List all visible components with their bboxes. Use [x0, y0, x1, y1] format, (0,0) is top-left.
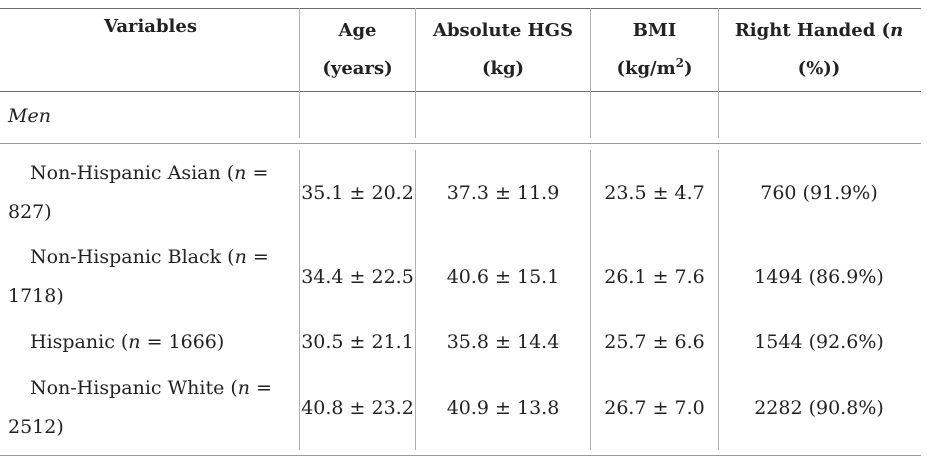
header-bmi-line1: BMI: [632, 20, 677, 41]
row-4-variable-line1: Non-Hispanic White (n =: [8, 369, 293, 408]
row-2-right-handed: 1494 (86.9%): [754, 265, 884, 288]
row-1-variable-line2: 827): [8, 201, 52, 223]
row-1-eq: =: [246, 162, 269, 184]
row-4-variable: Non-Hispanic White (n = 2512): [8, 369, 293, 447]
header-bmi: BMI (kg/m2): [591, 12, 718, 88]
section-label-text: Men: [8, 104, 51, 127]
row-3-variable-line1: Hispanic (n = 1666): [8, 323, 293, 362]
header-bmi-close: ): [684, 58, 693, 79]
header-rh-line1: Right Handed (n: [735, 12, 903, 50]
header-hgs-line2: (kg): [481, 58, 525, 79]
row-1-bmi: 23.5 ± 4.7: [604, 181, 705, 204]
row-2-variable-line2: 1718): [8, 285, 64, 307]
row-2-n: n: [234, 246, 247, 268]
col-divider-1-body: [299, 150, 300, 450]
row-2-hgs: 40.6 ± 15.1: [446, 265, 560, 288]
row-3-n: n: [128, 331, 141, 353]
header-variables: Variables: [8, 8, 293, 90]
row-1-hgs: 37.3 ± 11.9: [446, 181, 560, 204]
row-4-eq: =: [250, 377, 272, 399]
row-2-variable: Non-Hispanic Black (n = 1718): [8, 238, 293, 316]
row-2-variable-line1: Non-Hispanic Black (n =: [8, 238, 293, 277]
row-4-hgs: 40.9 ± 13.8: [446, 396, 560, 419]
row-2-eq: =: [246, 246, 269, 268]
row-4-variable-line2: 2512): [8, 416, 64, 438]
header-rh-text: Right Handed (: [734, 20, 891, 41]
col-divider-4-body: [718, 150, 719, 450]
header-rh-line2: (%)): [797, 58, 841, 79]
row-3-age: 30.5 ± 21.1: [301, 331, 414, 353]
row-4-bmi: 26.7 ± 7.0: [604, 396, 705, 419]
col-divider-2-body: [415, 150, 416, 450]
header-rh-n: n: [890, 20, 904, 41]
row-3-variable: Hispanic (n = 1666): [8, 323, 293, 362]
header-bottom-rule: [0, 91, 921, 92]
row-1-variable-line1: Non-Hispanic Asian (n =: [8, 154, 293, 193]
col-divider-2: [415, 8, 416, 138]
header-age-line2: (years): [322, 58, 393, 79]
row-3-name: Hispanic (: [30, 331, 129, 353]
row-1-age: 35.1 ± 20.2: [301, 181, 414, 204]
header-top-rule: [0, 8, 921, 9]
row-2-bmi: 26.1 ± 7.6: [604, 265, 705, 288]
row-3-right-handed: 1544 (92.6%): [754, 331, 884, 353]
row-3-hgs: 35.8 ± 14.4: [446, 331, 560, 353]
col-divider-3-body: [590, 150, 591, 450]
header-bmi-line2: (kg/m2): [616, 50, 692, 88]
row-4-name: Non-Hispanic White (: [30, 377, 238, 399]
row-1-n: n: [234, 162, 247, 184]
row-3-eq: = 1666): [140, 331, 225, 353]
row-2-name: Non-Hispanic Black (: [30, 246, 235, 268]
row-3-bmi: 25.7 ± 6.6: [604, 331, 705, 353]
col-divider-4: [718, 8, 719, 138]
header-hgs: Absolute HGS (kg): [416, 12, 590, 88]
section-bottom-rule: [0, 143, 921, 144]
col-divider-1: [299, 8, 300, 138]
table-bottom-rule: [0, 455, 921, 456]
header-bmi-unit: (kg/m: [616, 58, 676, 79]
header-age: Age (years): [300, 12, 415, 88]
col-divider-3: [590, 8, 591, 138]
row-4-age: 40.8 ± 23.2: [301, 396, 414, 419]
row-1-variable: Non-Hispanic Asian (n = 827): [8, 154, 293, 232]
header-hgs-line1: Absolute HGS: [432, 20, 574, 41]
row-1-right-handed: 760 (91.9%): [760, 181, 878, 204]
header-bmi-exponent: 2: [675, 56, 685, 70]
section-label: Men: [8, 92, 293, 140]
header-age-line1: Age: [338, 20, 377, 41]
row-1-name: Non-Hispanic Asian (: [30, 162, 235, 184]
row-4-n: n: [237, 377, 251, 399]
header-variables-text: Variables: [104, 16, 197, 37]
header-right-handed: Right Handed (n (%)): [719, 12, 919, 88]
row-4-right-handed: 2282 (90.8%): [754, 396, 884, 419]
row-2-age: 34.4 ± 22.5: [301, 265, 414, 288]
